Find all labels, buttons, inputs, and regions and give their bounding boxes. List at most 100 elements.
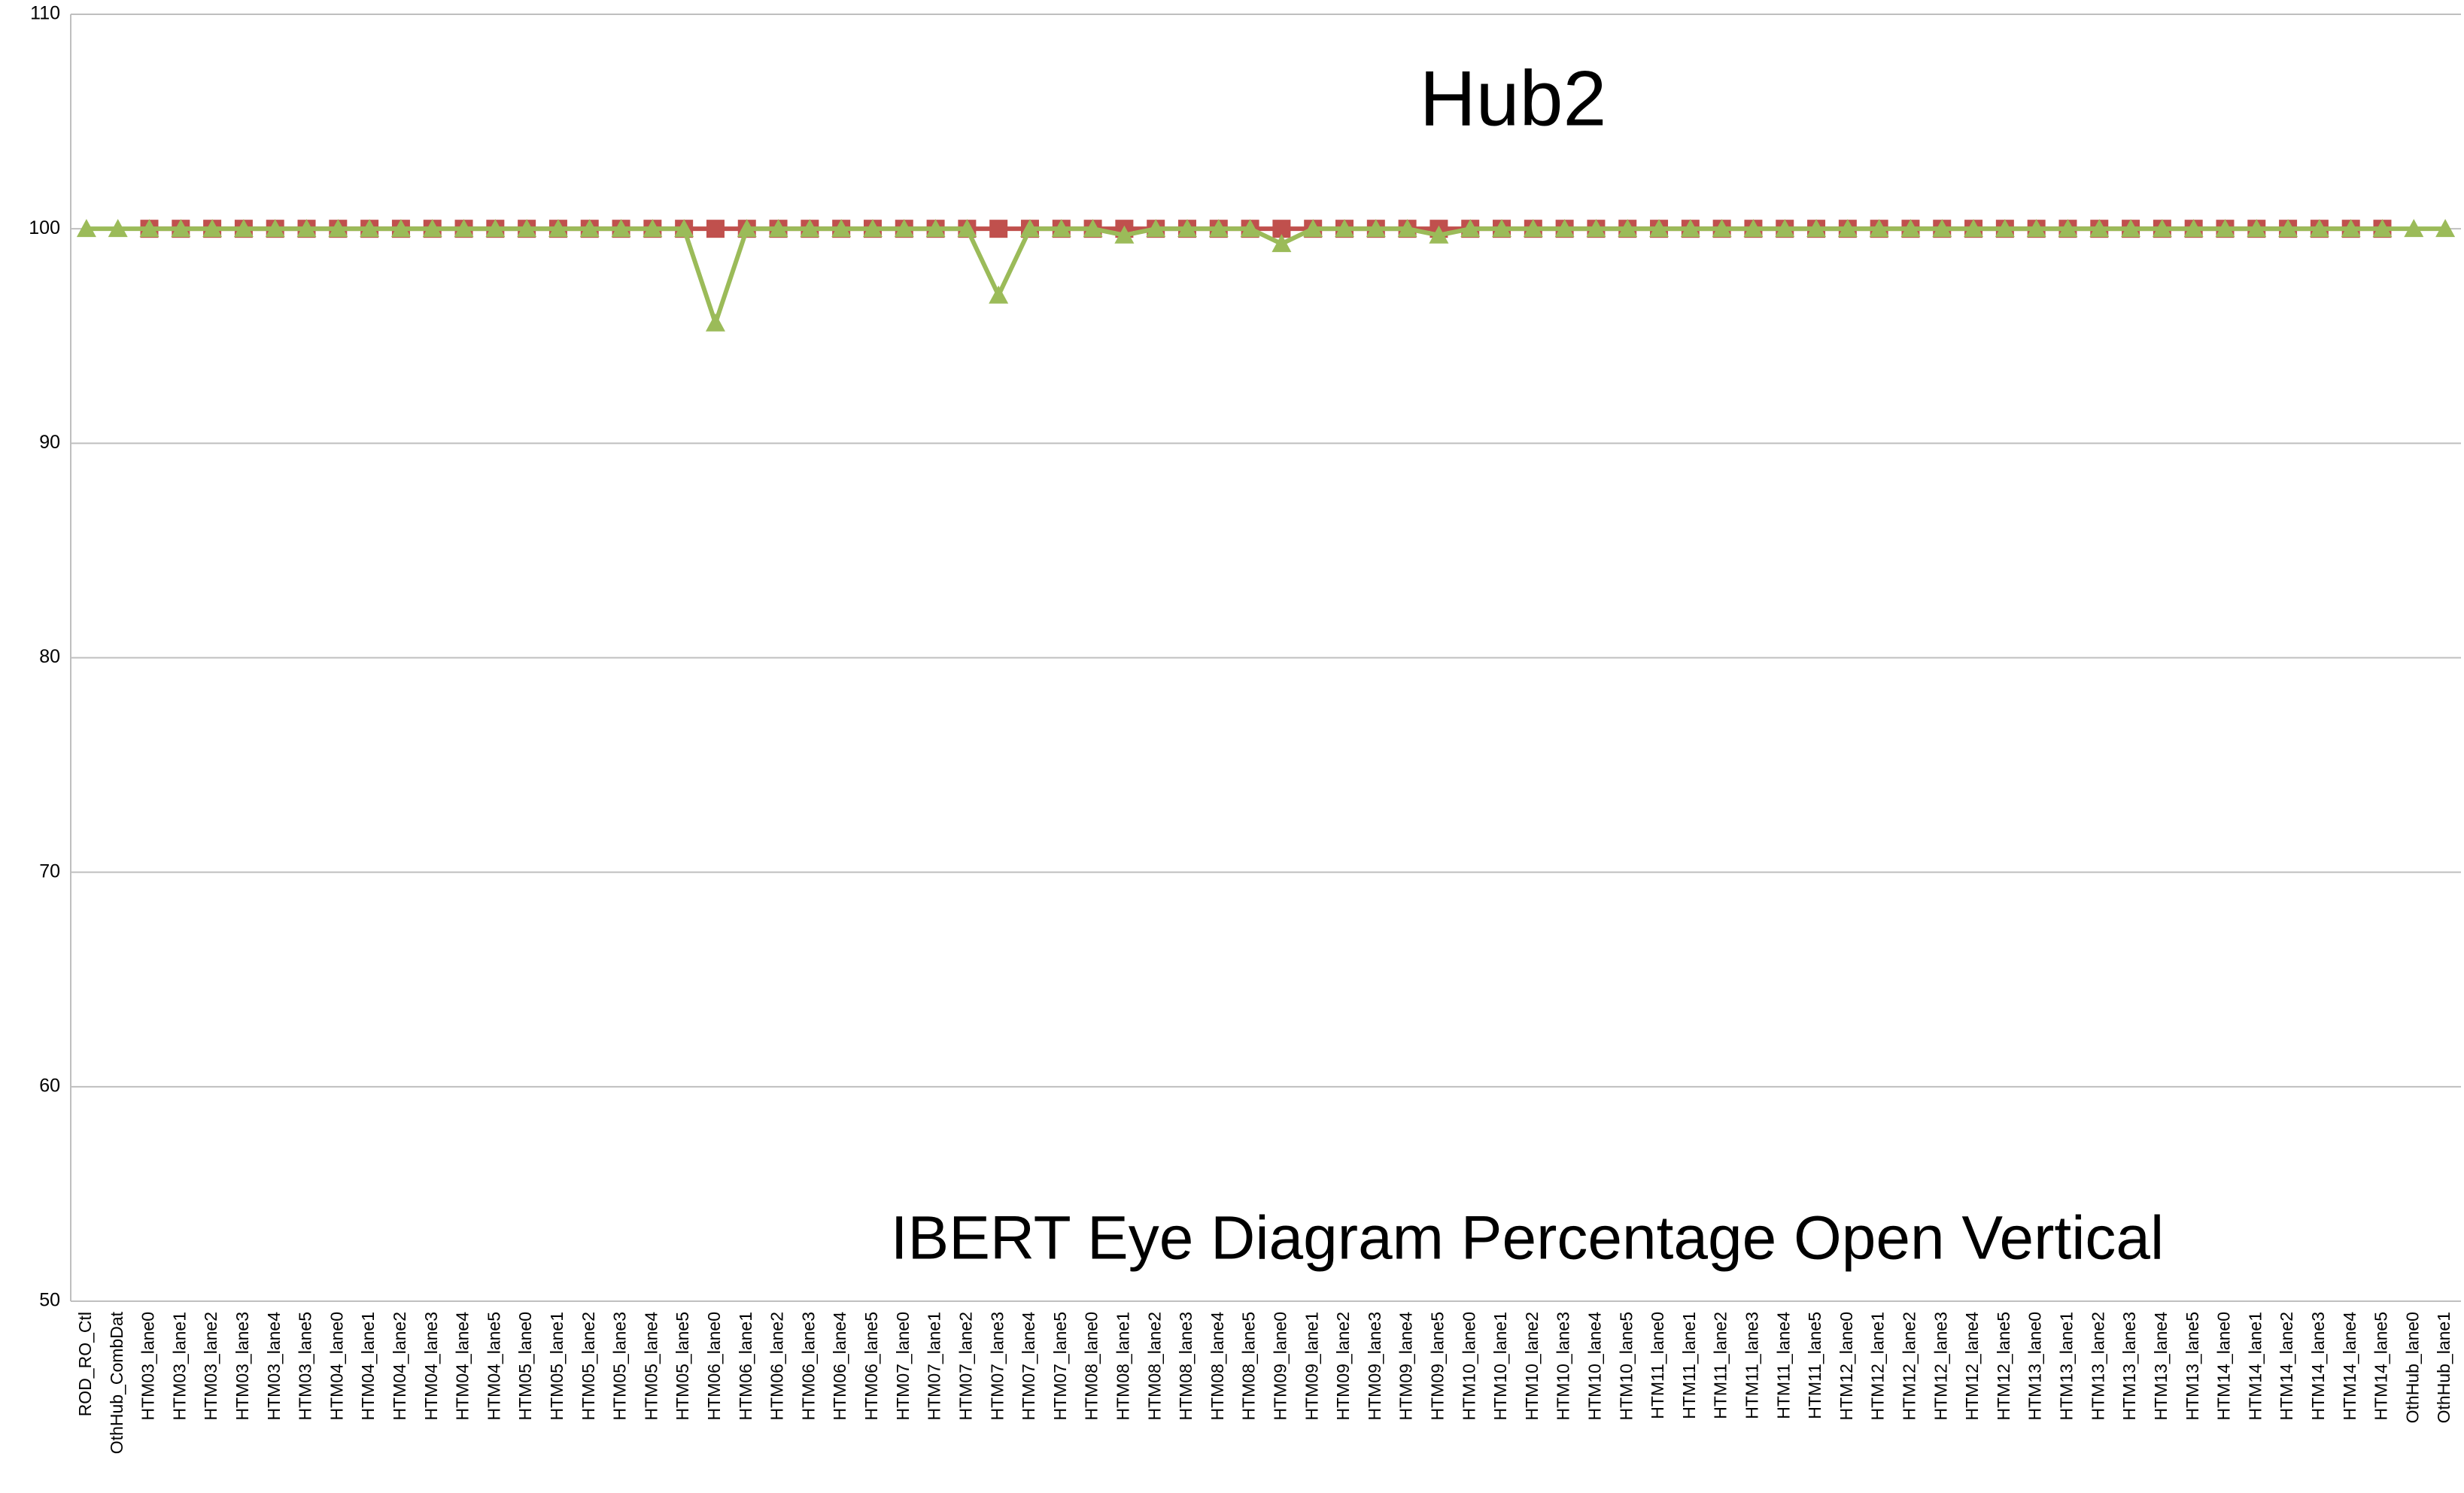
- data-point: [705, 313, 725, 332]
- x-tick-label: HTM13_lane0: [2025, 1312, 2045, 1420]
- x-tick-label: HTM09_lane2: [1333, 1312, 1353, 1420]
- x-tick-label: HTM12_lane1: [1868, 1312, 1888, 1420]
- x-tick-label: HTM11_lane4: [1773, 1312, 1793, 1419]
- data-point: [611, 219, 631, 238]
- x-tick-label: HTM03_lane0: [138, 1312, 158, 1420]
- data-point: [139, 219, 160, 238]
- data-point: [1240, 219, 1260, 238]
- data-point: [171, 219, 191, 238]
- series-line: [86, 226, 2446, 326]
- data-point: [894, 219, 914, 238]
- data-point: [1869, 219, 1889, 238]
- data-point: [422, 219, 442, 238]
- x-tick-label: OthHub_CombDat: [107, 1311, 126, 1454]
- x-tick-label: HTM09_lane0: [1270, 1312, 1290, 1420]
- x-tick-label: HTM09_lane5: [1427, 1312, 1447, 1420]
- data-point: [360, 219, 380, 238]
- x-tick-label: HTM06_lane0: [704, 1312, 724, 1420]
- data-point: [2152, 219, 2172, 238]
- x-tick-label: HTM08_lane4: [1208, 1312, 1227, 1421]
- x-tick-label: HTM10_lane1: [1490, 1312, 1510, 1420]
- y-tick-label: 110: [30, 3, 60, 24]
- data-point: [1806, 219, 1827, 238]
- data-point: [1429, 225, 1449, 244]
- data-point: [1586, 219, 1606, 238]
- data-point: [2247, 219, 2267, 238]
- x-tick-label: HTM10_lane2: [1522, 1312, 1542, 1420]
- data-point: [1051, 219, 1071, 238]
- x-tick-label: HTM05_lane1: [547, 1312, 567, 1420]
- x-tick-label: HTM05_lane0: [515, 1312, 535, 1420]
- y-tick-label: 80: [39, 646, 60, 667]
- data-point: [862, 219, 883, 238]
- data-point: [2309, 219, 2329, 238]
- data-point: [643, 219, 663, 238]
- x-tick-label: HTM10_lane0: [1459, 1312, 1478, 1420]
- data-point: [1114, 225, 1135, 244]
- data-point: [1146, 219, 1166, 238]
- data-point: [2121, 219, 2141, 238]
- data-point: [1554, 219, 1575, 238]
- data-point: [328, 219, 348, 238]
- x-tick-label: HTM13_lane1: [2057, 1312, 2077, 1420]
- data-point: [831, 219, 852, 238]
- x-tick-label: HTM13_lane2: [2088, 1312, 2107, 1420]
- x-tick-label: HTM06_lane4: [830, 1312, 849, 1421]
- data-point: [800, 219, 820, 238]
- data-point: [925, 219, 946, 238]
- x-tick-label: HTM03_lane5: [296, 1312, 315, 1420]
- data-point: [2404, 219, 2424, 238]
- x-tick-label: HTM11_lane1: [1679, 1312, 1699, 1419]
- data-point: [2372, 219, 2393, 238]
- x-tick-label: HTM10_lane3: [1554, 1312, 1573, 1420]
- data-point: [1083, 219, 1103, 238]
- x-tick-label: HTM09_lane1: [1302, 1312, 1321, 1420]
- x-tick-label: HTM06_lane1: [736, 1312, 755, 1420]
- data-point: [296, 219, 317, 238]
- x-tick-label: HTM06_lane2: [767, 1312, 787, 1420]
- data-point: [1743, 219, 1764, 238]
- data-point: [1775, 219, 1795, 238]
- x-tick-label: HTM08_lane1: [1113, 1312, 1132, 1420]
- data-point: [674, 219, 694, 238]
- x-tick-label: HTM05_lane3: [610, 1312, 630, 1420]
- data-point: [989, 220, 1008, 238]
- x-tick-label: HTM12_lane4: [1962, 1312, 1982, 1421]
- data-point: [1208, 219, 1229, 238]
- data-point: [2278, 219, 2298, 238]
- data-point: [2435, 219, 2456, 238]
- x-tick-label: HTM12_lane3: [1931, 1312, 1950, 1420]
- x-tick-label: HTM03_lane4: [264, 1312, 284, 1421]
- data-point: [1680, 219, 1700, 238]
- x-tick-label: HTM11_lane0: [1648, 1312, 1667, 1419]
- x-tick-label: HTM04_lane3: [421, 1312, 441, 1420]
- x-tick-label: HTM03_lane1: [169, 1312, 189, 1420]
- x-tick-label: HTM07_lane4: [1019, 1312, 1038, 1421]
- data-point: [1397, 219, 1417, 238]
- data-point: [517, 219, 537, 238]
- x-tick-label: HTM12_lane0: [1837, 1312, 1856, 1420]
- data-point: [2341, 219, 2361, 238]
- data-point: [390, 219, 411, 238]
- x-tick-label: HTM09_lane4: [1396, 1312, 1416, 1421]
- data-point: [1964, 219, 1984, 238]
- data-point: [1712, 219, 1732, 238]
- x-tick-label: HTM04_lane2: [390, 1312, 409, 1420]
- data-point: [1618, 219, 1638, 238]
- x-tick-label: HTM14_lane3: [2308, 1312, 2328, 1420]
- data-point: [1932, 219, 1952, 238]
- x-tick-label: HTM14_lane4: [2340, 1312, 2359, 1421]
- y-tick-label: 90: [39, 432, 60, 453]
- data-point: [706, 220, 725, 238]
- data-point: [1492, 219, 1512, 238]
- x-tick-label: HTM08_lane0: [1082, 1312, 1101, 1420]
- data-point: [2026, 219, 2046, 238]
- data-point: [233, 219, 254, 238]
- data-point: [1460, 219, 1481, 238]
- data-point: [1335, 219, 1355, 238]
- data-point: [76, 219, 96, 238]
- data-point: [1995, 219, 2015, 238]
- data-point: [202, 219, 223, 238]
